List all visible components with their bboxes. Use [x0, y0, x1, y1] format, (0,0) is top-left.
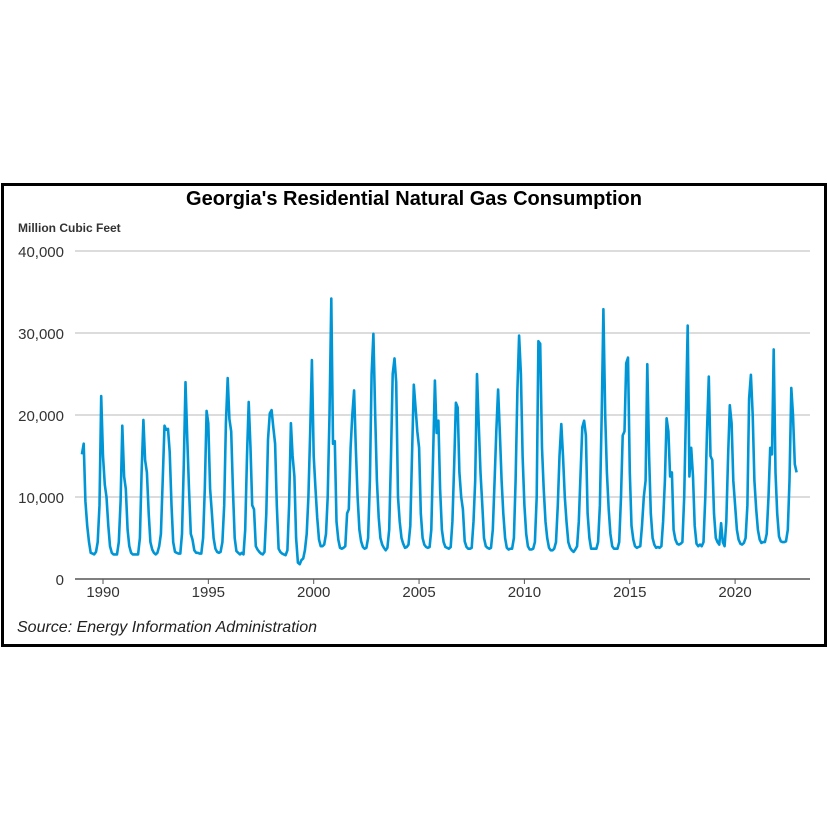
- chart-frame: [1, 183, 827, 647]
- y-tick-label: 30,000: [18, 326, 64, 343]
- y-tick-label: 20,000: [18, 408, 64, 425]
- x-tick-label: 2000: [297, 584, 330, 601]
- x-tick-label: 1990: [86, 584, 119, 601]
- series-line: [80, 297, 798, 566]
- y-axis-label: Million Cubic Feet: [18, 221, 121, 235]
- y-tick-label: 0: [56, 572, 64, 589]
- y-tick-label: 10,000: [18, 490, 64, 507]
- source-note: Source: Energy Information Administratio…: [17, 619, 317, 636]
- x-tick-label: 2010: [508, 584, 541, 601]
- x-tick-label: 2015: [613, 584, 646, 601]
- x-tick-label: 1995: [192, 584, 225, 601]
- chart-title: Georgia's Residential Natural Gas Consum…: [186, 188, 642, 210]
- x-tick-label: 2020: [718, 584, 751, 601]
- x-tick-label: 2005: [402, 584, 435, 601]
- y-tick-label: 40,000: [18, 244, 64, 261]
